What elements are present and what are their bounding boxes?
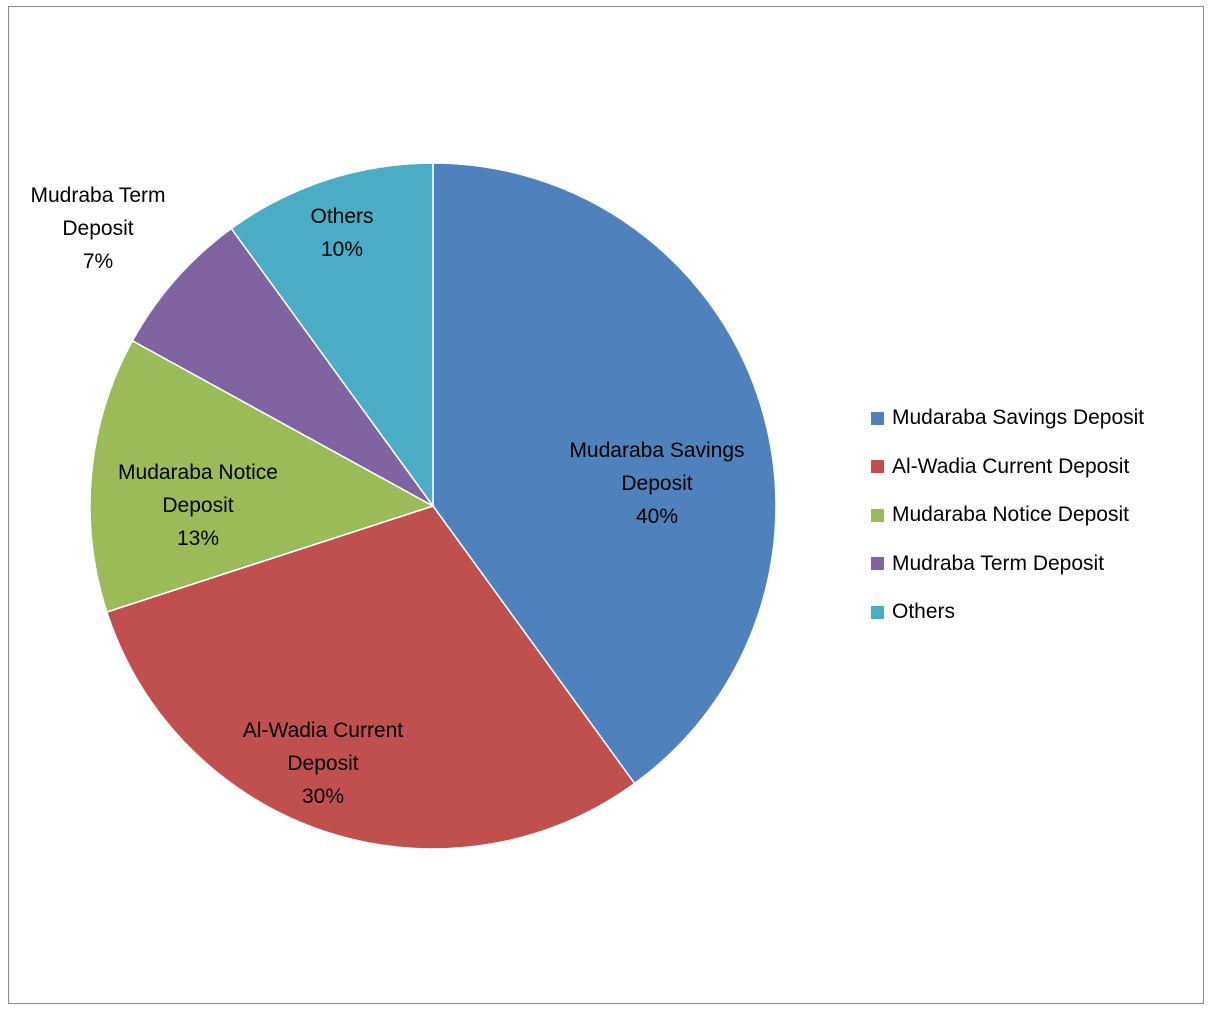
pie-slices	[89, 162, 777, 850]
legend-swatch-current	[871, 460, 884, 474]
legend-swatch-savings	[871, 411, 884, 425]
legend-swatch-term	[871, 557, 884, 571]
legend-item: Mudraba Term Deposit	[871, 540, 1144, 589]
legend-label: Mudaraba Savings Deposit	[892, 406, 1145, 430]
pie-slice-al-wadia-current-deposit	[105, 505, 636, 850]
legend-label: Mudaraba Notice Deposit	[892, 503, 1129, 527]
legend-item: Mudaraba Notice Deposit	[871, 491, 1144, 540]
legend-swatch-notice	[871, 508, 884, 522]
legend-item: Al-Wadia Current Deposit	[871, 443, 1144, 492]
slice-label-others: Others 10%	[310, 205, 373, 261]
legend-item: Mudaraba Savings Deposit	[871, 394, 1144, 443]
pie-slice-mudaraba-savings-deposit	[432, 162, 777, 785]
legend-label: Mudraba Term Deposit	[892, 551, 1105, 575]
pie-slice-mudraba-term-deposit	[131, 227, 434, 507]
slice-label-mudaraba-savings-deposit: Mudaraba Savings Deposit 40%	[569, 439, 744, 528]
slice-label-al-wadia-current-deposit: Al-Wadia Current Deposit 30%	[243, 719, 403, 808]
slice-label-mudaraba-notice-deposit: Mudaraba Notice Deposit 13%	[118, 461, 278, 550]
legend-swatch-others	[871, 605, 884, 619]
pie-slice-mudaraba-notice-deposit	[89, 339, 435, 613]
chart-legend: Mudaraba Savings Deposit Al-Wadia Curren…	[871, 394, 1144, 637]
legend-label: Others	[892, 600, 956, 624]
pie-slice-others	[230, 162, 434, 509]
legend-label: Al-Wadia Current Deposit	[892, 454, 1130, 478]
slice-labels: Mudaraba Savings Deposit 40% Al-Wadia Curre…	[30, 184, 744, 808]
legend-item: Others	[871, 588, 1144, 637]
slice-label-mudraba-term-deposit: Mudraba Term Deposit 7%	[30, 184, 165, 273]
